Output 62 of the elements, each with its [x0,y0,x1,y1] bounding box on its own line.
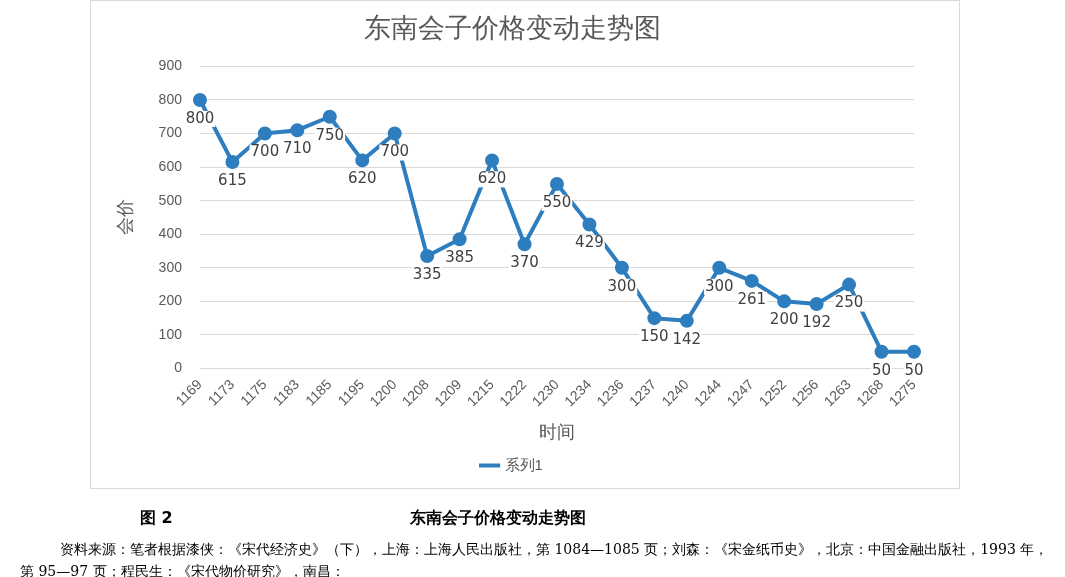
y-tick-label: 700 [158,124,183,141]
y-tick-label: 400 [158,225,183,242]
point [420,249,435,264]
data-label: 50 [904,360,924,379]
data-label: 50 [872,360,892,379]
point [582,217,597,232]
point [387,126,402,141]
data-label: 335 [412,264,442,283]
legend-label: 系列1 [504,455,543,473]
data-label: 429 [575,233,604,252]
y-tick-label: 800 [158,90,183,107]
data-label: 620 [477,169,507,188]
y-tick-label: 200 [158,292,183,309]
data-label: 550 [542,192,572,211]
point [842,277,857,292]
point [517,237,532,252]
data-label: 700 [380,142,410,161]
data-label: 620 [347,169,377,188]
point [777,294,792,309]
data-label: 300 [704,276,734,295]
y-tick-label: 100 [158,325,183,342]
data-label: 710 [283,139,312,158]
data-label: 300 [607,276,637,295]
point [549,176,564,191]
point [452,232,467,247]
caption: 图 2 [140,508,173,529]
point [744,273,759,288]
data-label: 370 [510,253,539,272]
y-axis-title: 会价 [114,199,135,236]
data-label: 800 [185,108,215,127]
point [874,344,889,359]
x-axis-title: 时间 [538,422,575,443]
data-label: 192 [802,312,831,331]
point [225,155,240,170]
point [355,153,370,168]
point [907,344,921,359]
chart-title: 东南会子价格变动走势图 [364,12,661,44]
data-label: 615 [218,170,247,189]
y-tick-label: 0 [174,359,183,376]
point [679,313,694,328]
data-label: 250 [834,293,864,312]
point [712,260,727,275]
data-label: 261 [737,289,767,308]
point [192,92,207,107]
point [485,153,500,168]
point [290,123,305,138]
point [647,311,662,326]
y-tick-label: 300 [158,258,183,275]
data-label: 750 [315,125,345,144]
data-label: 150 [640,327,669,346]
y-tick-label: 600 [158,157,183,174]
y-tick-label: 900 [158,57,183,74]
data-label: 700 [250,142,280,161]
point [257,126,272,141]
y-tick-label: 500 [158,191,183,208]
point [809,297,824,312]
point [614,260,629,275]
data-label: 385 [445,248,474,267]
data-label: 142 [672,329,702,348]
text: 东南会子价格变动走势图 [410,508,586,529]
point [322,109,337,124]
data-label: 200 [769,310,799,329]
